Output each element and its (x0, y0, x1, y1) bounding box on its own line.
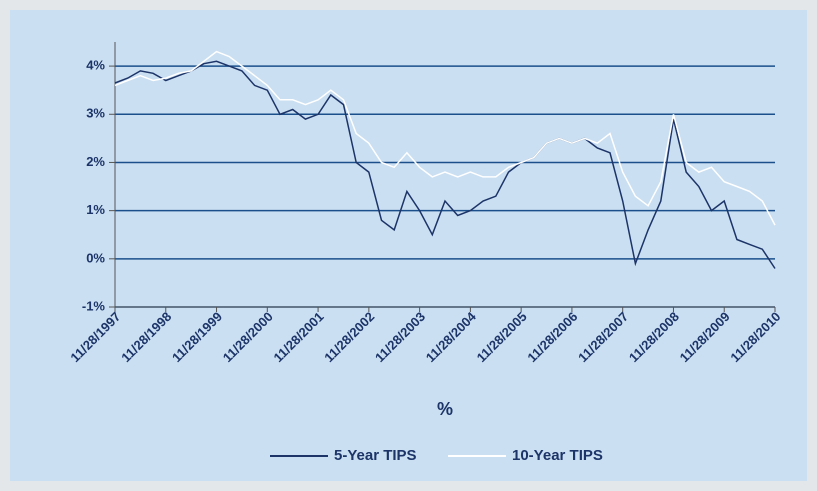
y-tick-label: 4% (86, 58, 105, 73)
y-tick-label: 1% (86, 202, 105, 217)
legend-label: 5-Year TIPS (334, 447, 417, 464)
y-tick-label: 3% (86, 106, 105, 121)
series-line (114, 60, 776, 269)
panel (10, 10, 807, 481)
y-tick-label: 2% (86, 154, 105, 169)
y-tick-label: 0% (86, 250, 105, 265)
series-line (114, 50, 776, 226)
y-tick-label: -1% (82, 298, 106, 313)
y-axis-label: % (437, 399, 453, 419)
legend-label: 10-Year TIPS (512, 447, 603, 464)
